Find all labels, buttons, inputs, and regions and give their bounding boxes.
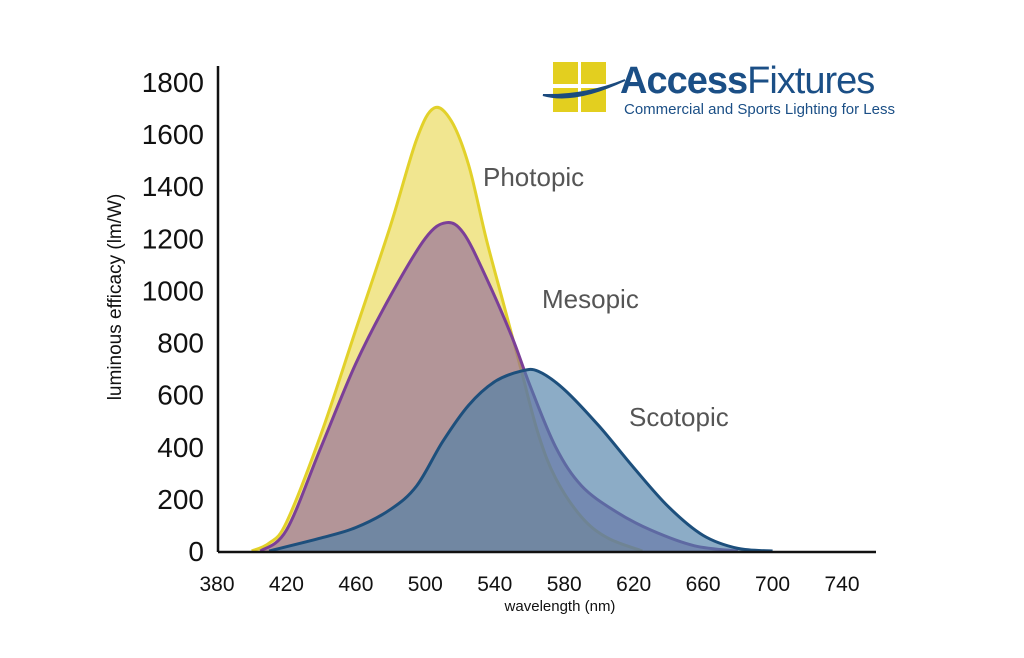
y-tick-label: 1400 (142, 171, 204, 202)
x-tick-label: 700 (755, 573, 790, 596)
logo-window-icon (542, 62, 626, 112)
x-tick-label: 620 (616, 573, 651, 596)
x-tick-label: 460 (338, 573, 373, 596)
y-tick-label: 0 (188, 536, 204, 567)
logo-name: AccessFixtures (620, 60, 874, 102)
x-tick-label: 420 (269, 573, 304, 596)
y-tick-label: 400 (157, 432, 204, 463)
x-tick-label: 740 (824, 573, 859, 596)
series-label-mesopic: Mesopic (542, 284, 639, 314)
x-tick-label: 500 (408, 573, 443, 596)
y-tick-label: 200 (157, 484, 204, 515)
y-tick-label: 1000 (142, 275, 204, 306)
y-tick-label: 600 (157, 380, 204, 411)
logo-tagline: Commercial and Sports Lighting for Less (624, 101, 895, 118)
x-tick-label: 660 (686, 573, 721, 596)
line-scotopic (268, 367, 773, 553)
y-tick-label: 800 (157, 328, 204, 359)
area-scotopic (269, 369, 773, 551)
x-tick-label: 580 (547, 573, 582, 596)
series-label-scotopic: Scotopic (629, 402, 729, 432)
y-axis-label: luminous efficacy (lm/W) (105, 194, 126, 401)
y-tick-label: 1600 (142, 119, 204, 150)
x-tick-label: 380 (199, 573, 234, 596)
x-tick-label: 540 (477, 573, 512, 596)
logo: AccessFixtures Commercial and Sports Lig… (542, 60, 895, 118)
series-label-photopic: Photopic (483, 162, 584, 192)
x-axis-label: wavelength (nm) (504, 598, 616, 615)
y-tick-label: 1200 (142, 223, 204, 254)
y-tick-label: 1800 (142, 67, 204, 98)
